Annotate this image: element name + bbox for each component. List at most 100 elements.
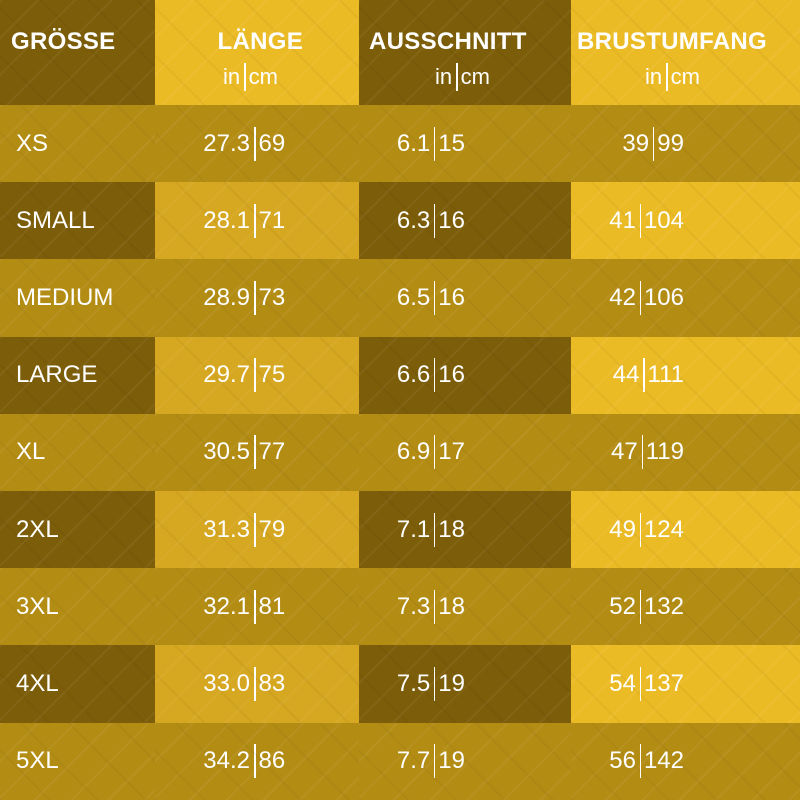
neckline-cell-value: 6.9 17: [359, 435, 465, 470]
value-cm: 17: [438, 438, 465, 466]
value-in: 34.2: [203, 747, 250, 775]
header-neckline: AUSSCHNITT: [369, 28, 527, 55]
length-cell: 34.2 86: [155, 722, 359, 800]
neckline-cell: 7.1 18: [359, 490, 571, 569]
chest-cell: 41 104: [571, 182, 800, 260]
value-cm: 137: [643, 669, 684, 697]
neckline-cell: 7.3 18: [359, 568, 571, 646]
size-label: XL: [16, 438, 46, 466]
chest-cell-value: 39 99: [571, 126, 684, 161]
neckline-cell: 6.5 16: [359, 259, 571, 337]
chest-cell-value: 49 124: [571, 512, 684, 547]
value-separator: [254, 666, 256, 701]
header-chest-cell: BRUSTUMFANG in cm: [571, 0, 800, 105]
value-cm: 124: [643, 515, 684, 543]
unit-separator: [666, 63, 668, 91]
value-in: 54: [609, 669, 636, 697]
value-separator: [254, 589, 256, 624]
length-cell-value: 30.5 77: [155, 435, 359, 470]
size-label: 4XL: [16, 669, 59, 697]
header-neckline-units: in cm: [435, 63, 490, 91]
unit-cm-label: cm: [248, 64, 278, 89]
value-separator: [639, 666, 641, 701]
chest-cell-value: 41 104: [571, 203, 684, 238]
value-separator: [639, 512, 641, 547]
value-cm: 83: [258, 669, 286, 697]
value-separator: [434, 126, 436, 161]
value-separator: [434, 512, 436, 547]
length-cell: 28.1 71: [155, 182, 359, 260]
size-cell: XL: [0, 413, 155, 491]
chest-cell-value: 56 142: [571, 744, 684, 779]
neckline-cell-value: 7.3 18: [359, 589, 465, 624]
length-cell: 28.9 73: [155, 259, 359, 337]
value-cm: 73: [258, 283, 286, 311]
chest-cell: 56 142: [571, 722, 800, 800]
length-cell-value: 28.1 71: [155, 203, 359, 238]
value-cm: 99: [657, 129, 684, 157]
value-separator: [643, 358, 645, 393]
value-separator: [434, 203, 436, 238]
size-label: 5XL: [16, 747, 59, 775]
chest-cell: 39 99: [571, 105, 800, 183]
value-separator: [254, 126, 256, 161]
value-separator: [434, 358, 436, 393]
value-separator: [653, 126, 655, 161]
length-cell-value: 29.7 75: [155, 358, 359, 393]
value-separator: [254, 512, 256, 547]
neckline-cell: 6.6 16: [359, 336, 571, 414]
value-in: 39: [622, 129, 650, 157]
chest-cell: 44 111: [571, 336, 800, 414]
value-in: 42: [609, 283, 636, 311]
value-separator: [639, 744, 641, 779]
value-cm: 119: [645, 438, 684, 466]
header-size-cell: GRÖSSE: [0, 0, 155, 105]
length-cell-value: 33.0 83: [155, 666, 359, 701]
size-cell: XS: [0, 105, 155, 183]
size-cell: 5XL: [0, 722, 155, 800]
chest-cell-value: 54 137: [571, 666, 684, 701]
header-chest-units: in cm: [645, 63, 700, 91]
value-in: 7.7: [396, 747, 431, 775]
value-cm: 71: [258, 206, 286, 234]
value-separator: [639, 280, 641, 315]
value-cm: 16: [438, 361, 465, 389]
value-in: 6.3: [396, 206, 431, 234]
value-cm: 79: [258, 515, 286, 543]
size-cell: SMALL: [0, 182, 155, 260]
value-separator: [254, 203, 256, 238]
unit-separator: [244, 63, 246, 91]
unit-cm-label: cm: [670, 64, 700, 89]
value-in: 47: [611, 438, 638, 466]
length-cell-value: 34.2 86: [155, 744, 359, 779]
header-length-units: in cm: [223, 63, 278, 91]
value-in: 6.1: [396, 129, 431, 157]
value-in: 7.3: [396, 592, 431, 620]
value-in: 41: [609, 206, 636, 234]
length-cell: 33.0 83: [155, 645, 359, 723]
neckline-cell: 6.1 15: [359, 105, 571, 183]
neckline-cell: 6.9 17: [359, 413, 571, 491]
size-label: XS: [16, 129, 49, 157]
size-cell: 4XL: [0, 645, 155, 723]
unit-in-label: in: [435, 64, 453, 89]
neckline-cell-value: 7.5 19: [359, 666, 465, 701]
value-cm: 15: [438, 129, 465, 157]
value-cm: 16: [438, 283, 465, 311]
size-cell: 3XL: [0, 568, 155, 646]
chest-cell-value: 52 132: [571, 589, 684, 624]
value-separator: [434, 666, 436, 701]
value-cm: 19: [438, 747, 465, 775]
neckline-cell: 7.5 19: [359, 645, 571, 723]
value-in: 52: [609, 592, 636, 620]
value-separator: [254, 744, 256, 779]
size-label: SMALL: [16, 206, 95, 234]
chest-cell: 49 124: [571, 490, 800, 569]
value-in: 6.6: [396, 361, 431, 389]
unit-in-label: in: [223, 64, 241, 89]
length-cell-value: 28.9 73: [155, 280, 359, 315]
size-label: LARGE: [16, 361, 98, 389]
value-in: 28.1: [203, 206, 250, 234]
value-in: 7.1: [396, 515, 431, 543]
